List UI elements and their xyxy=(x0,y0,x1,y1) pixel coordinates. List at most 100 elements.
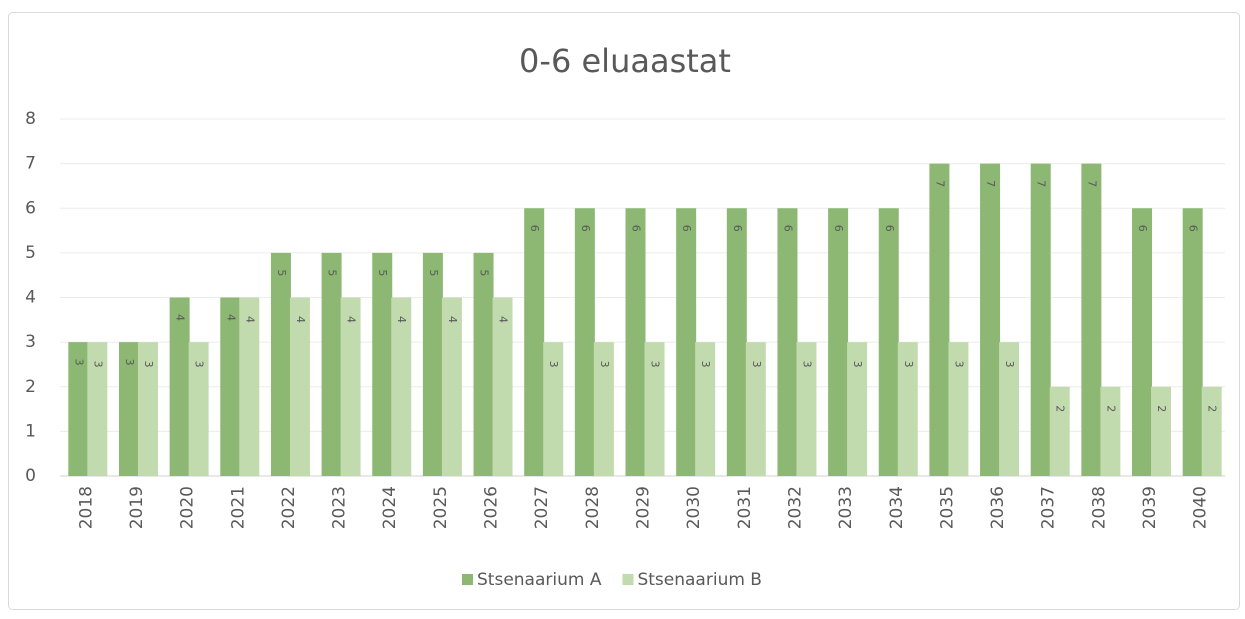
data-label: 3 xyxy=(902,361,915,368)
bar xyxy=(980,163,1001,476)
data-label: 3 xyxy=(699,361,712,368)
bar xyxy=(492,297,513,476)
bar xyxy=(543,342,564,476)
data-label: 3 xyxy=(851,361,864,368)
bar xyxy=(118,342,139,476)
bar xyxy=(1030,163,1051,476)
data-label: 3 xyxy=(123,359,136,366)
data-label: 7 xyxy=(984,180,997,187)
legend-swatch xyxy=(462,574,473,585)
bar xyxy=(270,252,291,476)
data-label: 4 xyxy=(243,316,256,323)
x-tick-label: 2021 xyxy=(228,486,248,529)
bar xyxy=(422,252,443,476)
x-tick-label: 2029 xyxy=(634,486,654,529)
data-label: 5 xyxy=(478,269,491,276)
bar xyxy=(1151,386,1172,476)
bar xyxy=(1100,386,1121,476)
x-tick-label: 2020 xyxy=(178,486,198,529)
x-tick-label: 2034 xyxy=(887,486,907,529)
bar xyxy=(676,208,697,476)
data-label: 4 xyxy=(174,314,187,321)
bar xyxy=(847,342,868,476)
bar xyxy=(524,208,545,476)
bar xyxy=(391,297,412,476)
bar xyxy=(188,342,209,476)
bar xyxy=(1201,386,1222,476)
bar xyxy=(593,342,614,476)
data-label: 4 xyxy=(395,316,408,323)
legend-swatch xyxy=(622,574,634,585)
x-tick-label: 2035 xyxy=(937,486,957,529)
y-tick-label: 1 xyxy=(25,421,36,441)
data-label: 4 xyxy=(497,316,510,323)
data-label: 6 xyxy=(832,225,845,232)
bar xyxy=(1081,163,1102,476)
data-label: 6 xyxy=(630,225,643,232)
x-tick-label: 2033 xyxy=(836,486,856,529)
data-label: 3 xyxy=(142,361,155,368)
data-label: 4 xyxy=(224,314,237,321)
data-label: 3 xyxy=(91,361,104,368)
bar xyxy=(695,342,716,476)
bar xyxy=(828,208,849,476)
bar xyxy=(289,297,310,476)
data-label: 6 xyxy=(579,225,592,232)
bar xyxy=(777,208,798,476)
bar xyxy=(726,208,747,476)
x-tick-label: 2026 xyxy=(482,486,502,529)
data-label: 7 xyxy=(1035,180,1048,187)
bar xyxy=(321,252,342,476)
data-label: 7 xyxy=(933,180,946,187)
bar xyxy=(169,297,190,476)
bar xyxy=(897,342,918,476)
y-tick-label: 6 xyxy=(25,198,36,218)
data-label: 2 xyxy=(1155,405,1168,412)
bar xyxy=(878,208,899,476)
legend-label: Stsenaarium A xyxy=(477,570,602,590)
data-label: 3 xyxy=(72,359,85,366)
bar xyxy=(1049,386,1070,476)
data-label: 5 xyxy=(275,269,288,276)
data-label: 5 xyxy=(427,269,440,276)
y-tick-label: 4 xyxy=(25,288,36,308)
bar xyxy=(999,342,1020,476)
data-label: 2 xyxy=(1104,405,1117,412)
bar xyxy=(137,342,158,476)
x-tick-label: 2039 xyxy=(1140,486,1160,529)
x-tick-label: 2022 xyxy=(279,486,299,529)
x-tick-label: 2032 xyxy=(785,486,805,529)
bar xyxy=(1182,208,1203,476)
data-label: 3 xyxy=(750,361,763,368)
x-tick-label: 2031 xyxy=(735,486,755,529)
x-tick-label: 2024 xyxy=(380,486,400,529)
data-label: 6 xyxy=(1187,225,1200,232)
data-label: 3 xyxy=(1003,361,1016,368)
data-label: 3 xyxy=(800,361,813,368)
y-tick-label: 5 xyxy=(25,243,36,263)
bar xyxy=(68,342,89,476)
data-label: 6 xyxy=(883,225,896,232)
bar xyxy=(796,342,817,476)
data-label: 2 xyxy=(1206,405,1219,412)
x-tick-label: 2023 xyxy=(330,486,350,529)
y-tick-label: 8 xyxy=(25,109,36,129)
data-label: 4 xyxy=(294,316,307,323)
data-label: 3 xyxy=(952,361,965,368)
data-label: 3 xyxy=(598,361,611,368)
x-tick-label: 2028 xyxy=(583,486,603,529)
legend-label: Stsenaarium B xyxy=(637,570,762,590)
x-tick-label: 2030 xyxy=(684,486,704,529)
y-tick-label: 7 xyxy=(25,154,36,174)
data-label: 3 xyxy=(193,361,206,368)
bar xyxy=(1132,208,1153,476)
bar xyxy=(473,252,494,476)
x-tick-label: 2027 xyxy=(532,486,552,529)
bar xyxy=(441,297,462,476)
x-tick-label: 2040 xyxy=(1191,486,1211,529)
data-label: 7 xyxy=(1085,180,1098,187)
bar xyxy=(574,208,595,476)
data-label: 4 xyxy=(345,316,358,323)
x-tick-label: 2018 xyxy=(76,486,96,529)
